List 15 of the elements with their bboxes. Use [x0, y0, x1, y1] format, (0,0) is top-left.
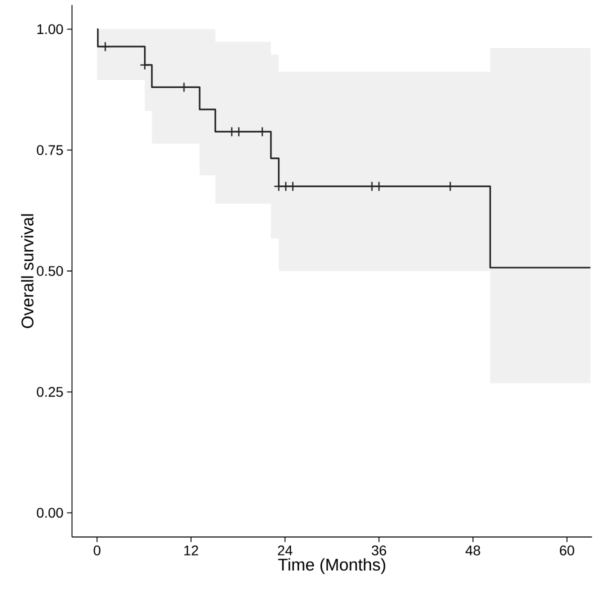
- x-axis-title: Time (Months): [278, 558, 386, 574]
- x-tick-label: 0: [94, 546, 100, 556]
- y-tick-label: 0.25: [36, 386, 63, 397]
- y-tick-label: 0.50: [36, 266, 63, 276]
- y-tick-label: 0.75: [36, 145, 63, 156]
- y-tick-label: 0.00: [36, 508, 63, 518]
- x-tick-label: 60: [560, 546, 574, 556]
- y-tick-label: 1.00: [37, 24, 63, 34]
- x-tick-label: 12: [184, 546, 198, 556]
- x-tick-label: 36: [372, 546, 386, 556]
- y-axis-title: Overall survival: [21, 214, 34, 328]
- point: [100, 41, 110, 52]
- x-tick-label: 24: [278, 546, 292, 556]
- x-tick-label: 48: [466, 546, 480, 556]
- point: [140, 60, 150, 70]
